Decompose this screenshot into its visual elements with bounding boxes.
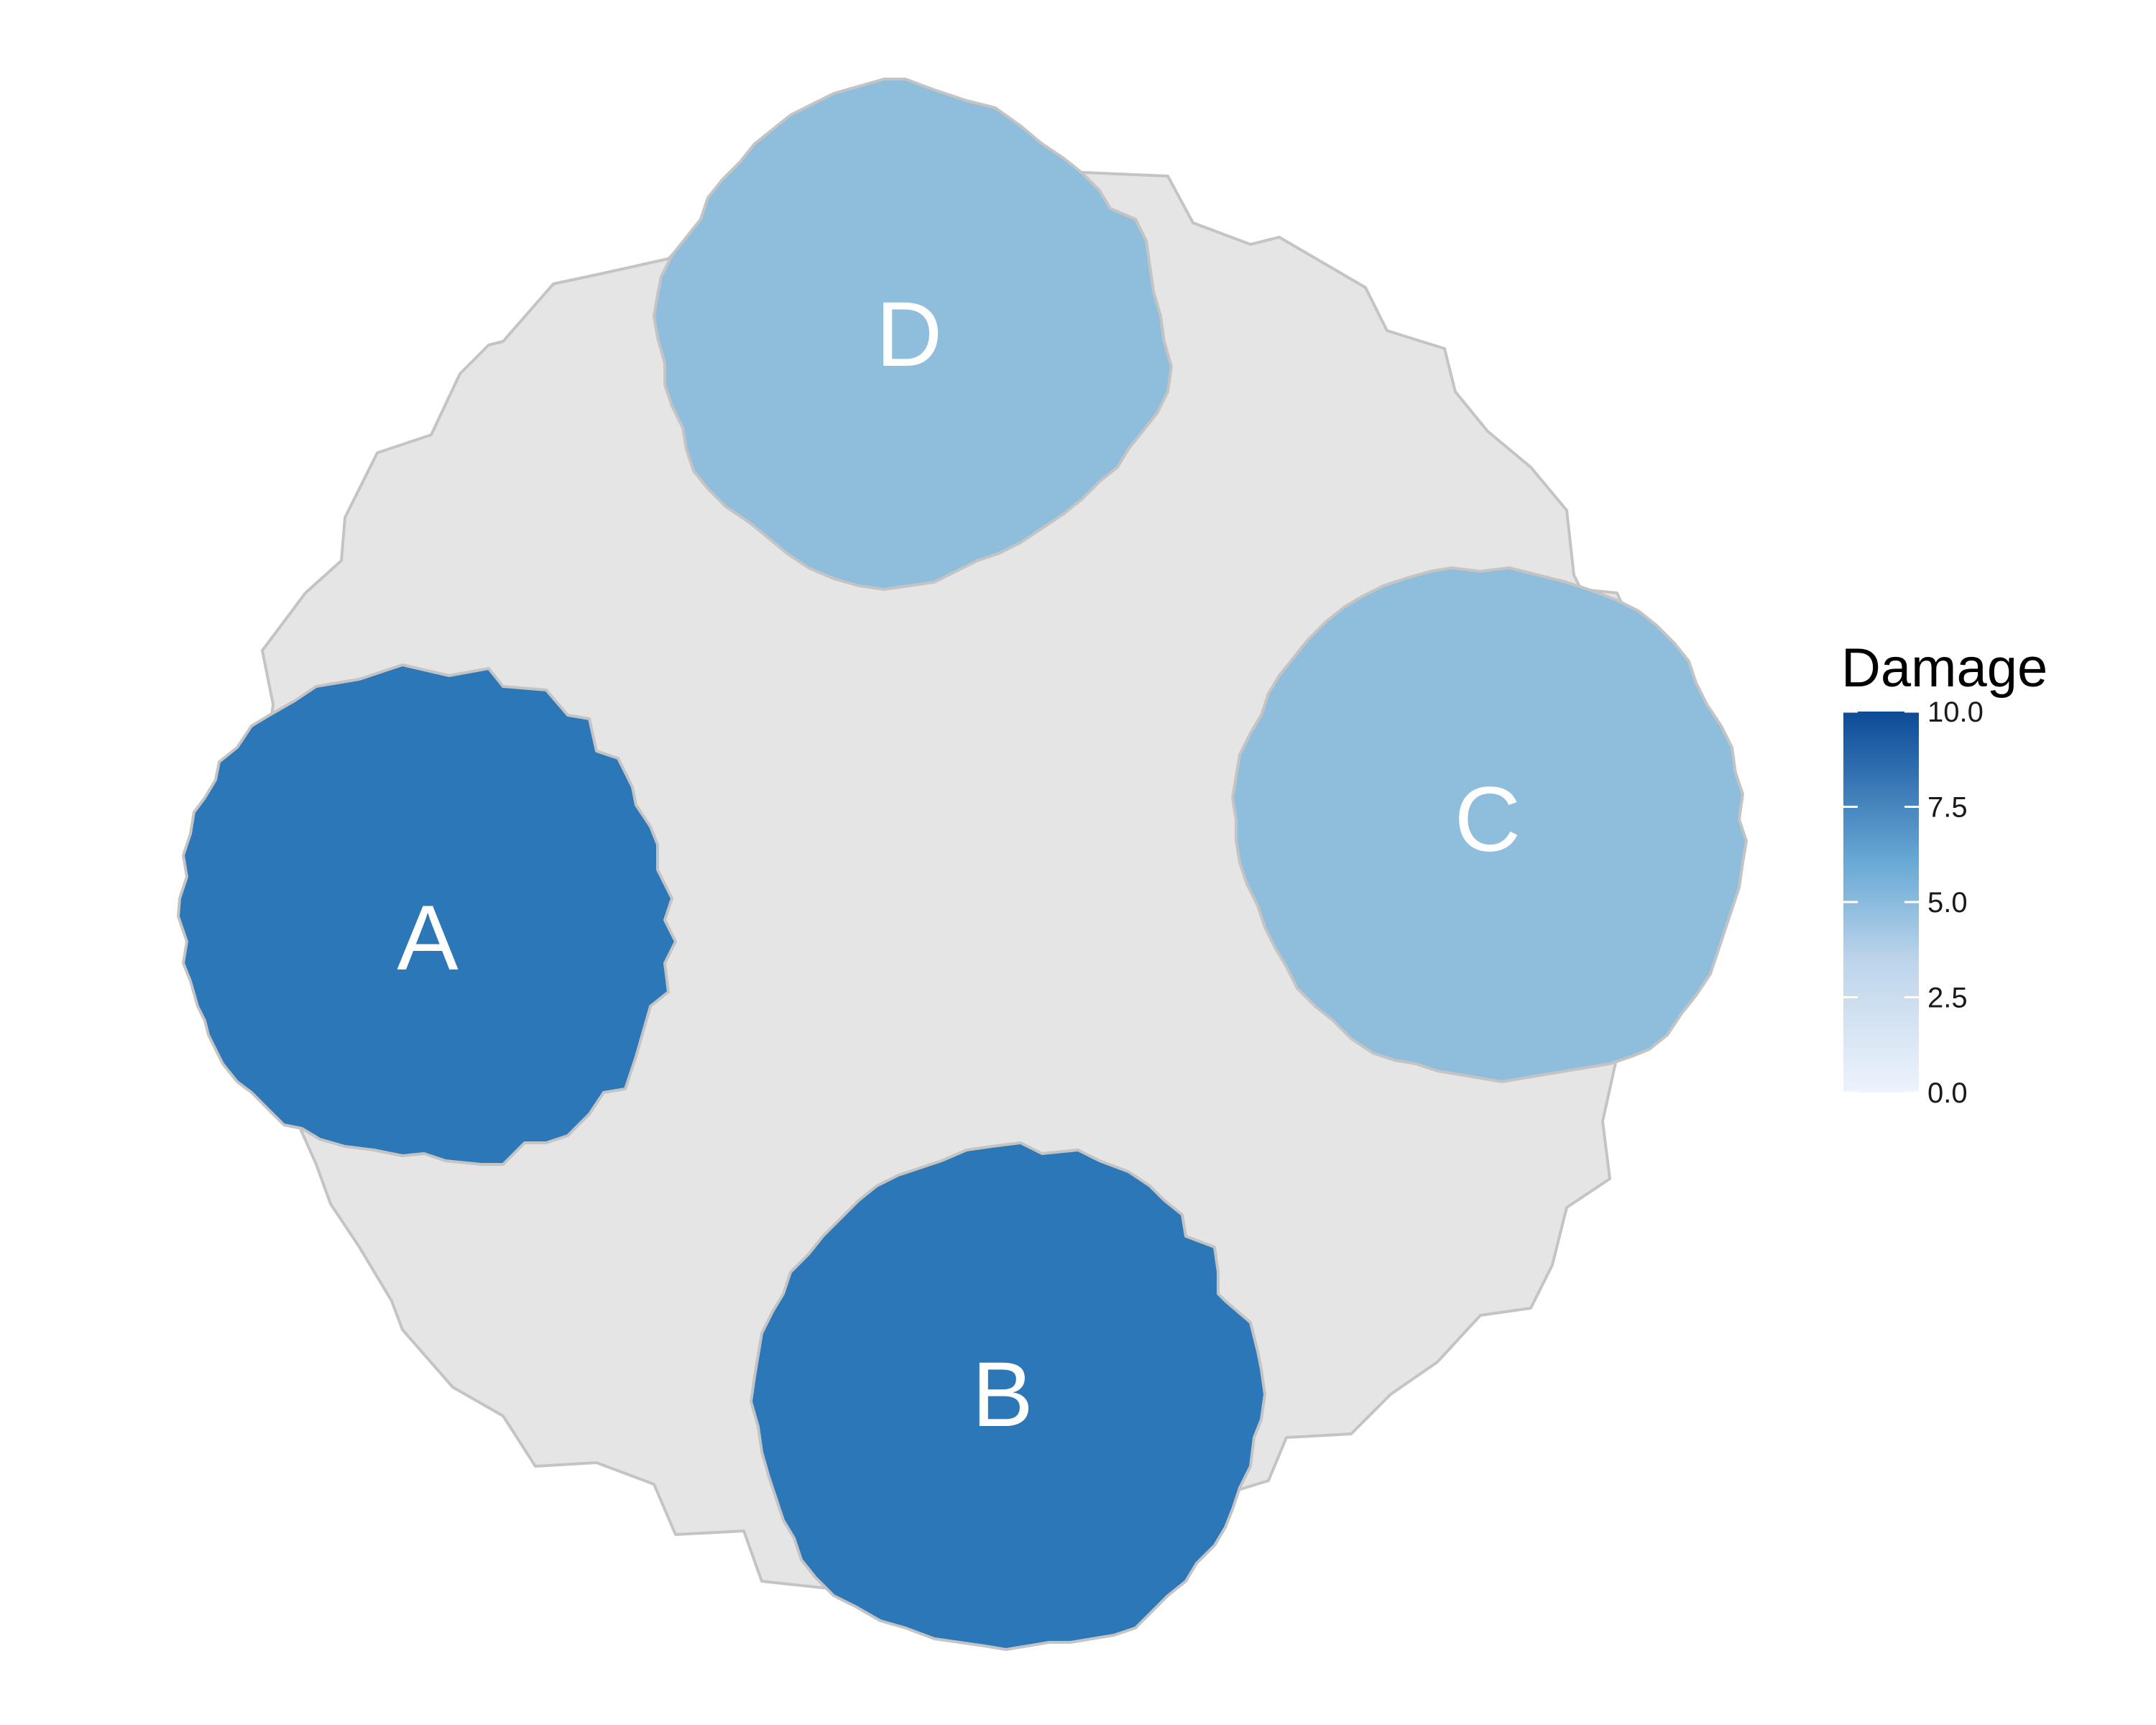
region-a-label: A (397, 887, 459, 990)
region-c (1231, 566, 1748, 1083)
region-a (177, 663, 677, 1166)
region-d (653, 78, 1173, 591)
legend: Damage 0.0 2.5 5.0 7.5 10.0 (1841, 638, 2047, 1109)
legend-tick-label: 7.5 (1927, 792, 1968, 824)
legend-ticks: 0.0 2.5 5.0 7.5 10.0 (1843, 696, 1984, 1109)
legend-title: Damage (1841, 638, 2047, 699)
region-d-label: D (876, 283, 942, 386)
region-b (750, 1141, 1266, 1651)
region-b-label: B (972, 1343, 1033, 1446)
legend-tick-label: 10.0 (1927, 696, 1984, 728)
legend-tick-label: 0.0 (1927, 1077, 1968, 1109)
region-c-label: C (1455, 768, 1521, 871)
legend-tick-label: 2.5 (1927, 983, 1968, 1014)
legend-tick-label: 5.0 (1927, 887, 1968, 919)
